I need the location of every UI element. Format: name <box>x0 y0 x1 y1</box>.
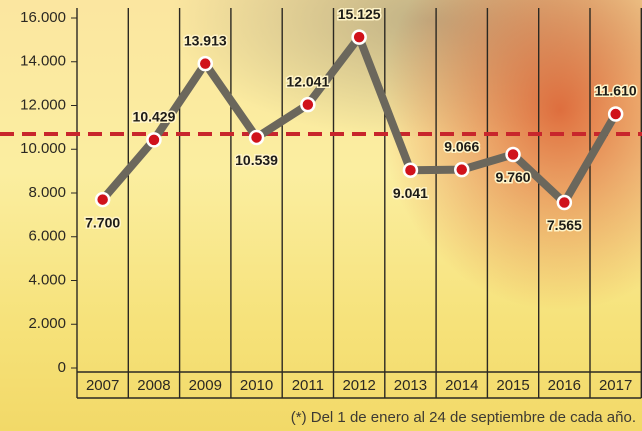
y-tick-label: 4.000 <box>28 271 66 288</box>
value-label: 15.125 <box>338 6 381 22</box>
chart-container: (*) Del 1 de enero al 24 de septiembre d… <box>0 0 642 431</box>
value-label: 9.041 <box>393 185 428 201</box>
data-point <box>507 148 520 161</box>
data-point <box>455 163 468 176</box>
x-tick-label: 2007 <box>86 377 119 394</box>
x-tick-label: 2014 <box>445 377 478 394</box>
value-label: 13.913 <box>184 32 227 48</box>
x-tick-label: 2012 <box>342 377 375 394</box>
x-tick-label: 2009 <box>189 377 222 394</box>
footnote: (*) Del 1 de enero al 24 de septiembre d… <box>291 409 636 426</box>
y-tick-label: 12.000 <box>20 96 66 113</box>
data-point <box>353 31 366 44</box>
x-tick-label: 2017 <box>599 377 632 394</box>
y-tick-label: 6.000 <box>28 228 66 245</box>
value-label: 9.760 <box>496 169 531 185</box>
value-label: 7.700 <box>85 214 120 230</box>
data-point <box>96 193 109 206</box>
x-tick-label: 2010 <box>240 377 273 394</box>
data-point <box>558 196 571 209</box>
data-point <box>404 164 417 177</box>
data-point <box>147 133 160 146</box>
y-tick-label: 8.000 <box>28 184 66 201</box>
y-tick-label: 14.000 <box>20 53 66 70</box>
x-tick-label: 2015 <box>496 377 529 394</box>
y-tick-label: 0 <box>58 359 66 376</box>
value-label: 12.041 <box>286 73 329 89</box>
data-point <box>301 98 314 111</box>
x-tick-label: 2011 <box>292 377 324 394</box>
data-point <box>609 108 622 121</box>
y-tick-label: 16.000 <box>20 9 66 26</box>
chart: (*) Del 1 de enero al 24 de septiembre d… <box>0 0 642 431</box>
y-tick-label: 10.000 <box>20 140 66 157</box>
value-label: 10.539 <box>235 152 278 168</box>
value-label: 9.066 <box>444 138 479 154</box>
data-point <box>199 57 212 70</box>
x-tick-label: 2008 <box>137 377 170 394</box>
value-label: 10.429 <box>133 109 176 125</box>
x-tick-label: 2016 <box>548 377 581 394</box>
data-point <box>250 131 263 144</box>
x-tick-label: 2013 <box>394 377 427 394</box>
value-label: 11.610 <box>595 83 637 99</box>
y-tick-label: 2.000 <box>28 315 66 332</box>
value-label: 7.565 <box>547 217 582 233</box>
